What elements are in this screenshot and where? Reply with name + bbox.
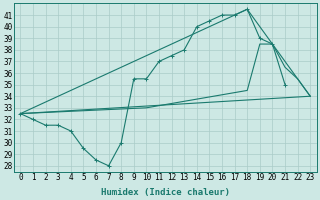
X-axis label: Humidex (Indice chaleur): Humidex (Indice chaleur) [101,188,230,197]
